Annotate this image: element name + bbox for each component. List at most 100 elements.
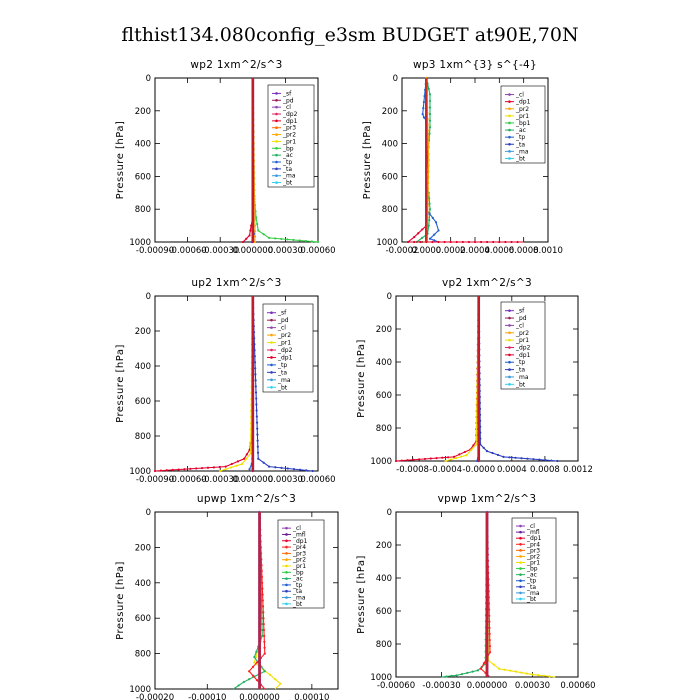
series-point-dp1 (421, 228, 424, 231)
series-point-ta (496, 453, 500, 457)
y-tick-label: 400 (135, 140, 151, 150)
legend-entry: _tp (515, 134, 525, 141)
legend-box (262, 303, 314, 393)
series-point-dp1 (230, 462, 233, 466)
x-tick-label: 0.0006 (484, 246, 514, 256)
series-point-pr4 (488, 620, 491, 623)
series-point-pr4 (248, 670, 251, 673)
series-point-ta (502, 455, 505, 458)
series-point-pr4 (488, 632, 491, 636)
series-point-dp1 (473, 240, 477, 244)
x-tick-label: 0.00030 (515, 681, 550, 691)
legend-entry: _ac (292, 576, 303, 583)
budget-panel: up2 1xm^2/s^3 Pressure [hPa] 0 200 400 600 800… (115, 277, 336, 485)
series-point-bp (304, 239, 307, 243)
legend-entry: _tp (526, 578, 536, 585)
series-point-pr4 (260, 564, 263, 567)
series-point-ta (256, 433, 259, 436)
series-point-dp1 (516, 240, 519, 244)
series-point-dp1 (486, 240, 489, 244)
y-tick-label: 0 (146, 508, 151, 518)
series-point-pr1 (475, 407, 478, 410)
legend-entry: _pr4 (292, 544, 306, 551)
legend-marker (508, 107, 511, 111)
series-point-pr4 (263, 640, 266, 643)
series-point-pr1 (249, 434, 252, 437)
x-tick-label: 0.00060 (300, 475, 335, 485)
panel-title: vpwp 1xm^2/s^3 (438, 493, 537, 505)
x-tick-label: -0.00030 (422, 681, 460, 691)
panel-title: vp2 1xm^2/s^3 (442, 277, 532, 289)
legend-marker (508, 128, 511, 132)
series-point-pr2 (427, 176, 430, 179)
series-point-dp1 (423, 457, 427, 461)
series-point-pr1 (475, 425, 478, 428)
series-point-ac (445, 675, 448, 678)
legend-marker (519, 536, 522, 540)
series-point-bp (310, 240, 313, 243)
legend-marker (519, 524, 522, 528)
legend-entry: _ta (292, 588, 302, 595)
legend-marker (270, 341, 273, 344)
legend-marker (270, 333, 273, 337)
figure-title: flthist134.080config_e3sm BUDGET at90E,7… (121, 24, 578, 46)
series-point-pr1 (475, 413, 478, 416)
series-point-dp1 (236, 460, 240, 463)
legend-marker (519, 555, 522, 558)
legend-entry: _dp1 (277, 354, 293, 361)
legend-entry: _dp1 (282, 118, 298, 125)
series-point-bp (298, 239, 301, 242)
legend-entry: _pr1 (292, 563, 306, 570)
legend-entry: _ta (277, 369, 287, 376)
series-point-dp1 (212, 466, 215, 469)
series-point-pr1 (470, 448, 473, 451)
legend-entry: _pr1 (515, 113, 529, 120)
series-point-dp1 (245, 453, 248, 456)
x-tick-label: -0.0000 (462, 465, 495, 475)
series-point-ac (428, 132, 431, 135)
series-point-ac (428, 112, 432, 116)
series-point-ac (248, 678, 251, 681)
legend-marker (508, 309, 511, 312)
series-point-dp1 (206, 466, 210, 469)
series-point-pr1 (525, 672, 529, 675)
series-point-dp1 (394, 459, 398, 463)
series-point-tp (422, 100, 425, 104)
series-point-pr1 (520, 671, 523, 674)
series-point-dp1 (218, 465, 221, 469)
series-point-pr4 (262, 617, 265, 620)
series-point-ac (427, 87, 430, 91)
series-point-bp (254, 216, 258, 219)
series-point-ta (255, 421, 259, 424)
legend-entry: _pr1 (526, 560, 540, 567)
y-tick-label: 400 (376, 574, 392, 584)
series-point-pr1 (274, 678, 277, 681)
series-point-ta (254, 379, 257, 382)
y-tick-label: 600 (376, 607, 392, 617)
series-point-dp1 (455, 240, 458, 244)
legend-entry: _bt (282, 180, 293, 187)
series-point-bp (268, 236, 271, 239)
series-point-dp1 (479, 240, 483, 244)
series-point-pr2 (427, 170, 430, 173)
legend-marker (508, 114, 511, 118)
series-point-pr2 (427, 187, 430, 190)
series-point-pr1 (514, 670, 517, 673)
legend-marker (508, 331, 511, 335)
series-line-dp1 (395, 295, 480, 462)
legend-marker (275, 119, 278, 123)
legend-marker (508, 375, 511, 379)
legend-marker (285, 526, 288, 530)
series-point-ta (255, 415, 258, 418)
series-point-pr2 (427, 164, 430, 167)
series-point-ac (253, 656, 256, 659)
legend-marker (508, 150, 511, 153)
series-point-tp (433, 239, 436, 242)
series-point-pr4 (488, 638, 491, 642)
legend-marker (275, 98, 278, 102)
legend-entry: _cl (515, 322, 524, 329)
series-point-ta (532, 458, 535, 461)
legend-box (500, 85, 546, 164)
legend-entry: _ma (277, 377, 291, 384)
series-point-dp1 (224, 465, 227, 468)
